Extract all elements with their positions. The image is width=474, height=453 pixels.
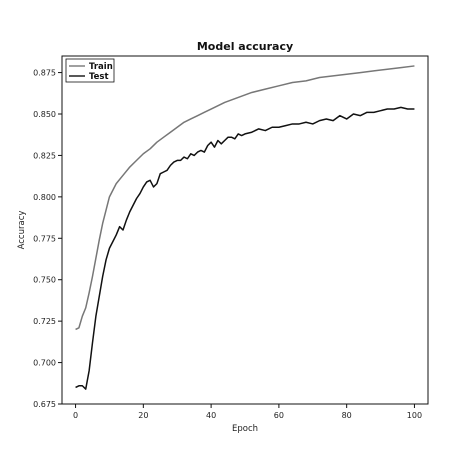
- y-tick-label: 0.700: [33, 359, 56, 368]
- series-line-test: [75, 106, 415, 390]
- x-tick-label: 40: [206, 411, 216, 420]
- legend-label-test: Test: [89, 72, 109, 82]
- x-tick-label: 0: [73, 411, 78, 420]
- y-tick-label: 0.725: [33, 317, 56, 326]
- legend-label-train: Train: [89, 62, 113, 72]
- y-tick-label: 0.875: [33, 69, 56, 78]
- x-axis-title: Epoch: [232, 424, 258, 434]
- y-tick-label: 0.825: [33, 151, 56, 160]
- series-lines: [75, 65, 415, 390]
- plot-area: [61, 55, 429, 405]
- y-axis-title: Accuracy: [17, 211, 27, 250]
- legend: Train Test: [65, 58, 115, 83]
- y-tick-label: 0.800: [33, 193, 56, 202]
- x-tick-label: 80: [342, 411, 352, 420]
- axis-ticks: 0 20 40 60 80 100 0.675 0.700 0.725 0.750 0.775 0.8…: [33, 69, 422, 420]
- chart-title: Model accuracy: [197, 40, 293, 53]
- series-line-train: [75, 65, 415, 331]
- y-tick-label: 0.775: [33, 234, 56, 243]
- x-tick-label: 100: [407, 411, 422, 420]
- x-tick-label: 60: [274, 411, 284, 420]
- x-tick-label: 20: [138, 411, 148, 420]
- y-tick-label: 0.750: [33, 276, 56, 285]
- y-tick-label: 0.850: [33, 110, 56, 119]
- y-tick-label: 0.675: [33, 400, 56, 409]
